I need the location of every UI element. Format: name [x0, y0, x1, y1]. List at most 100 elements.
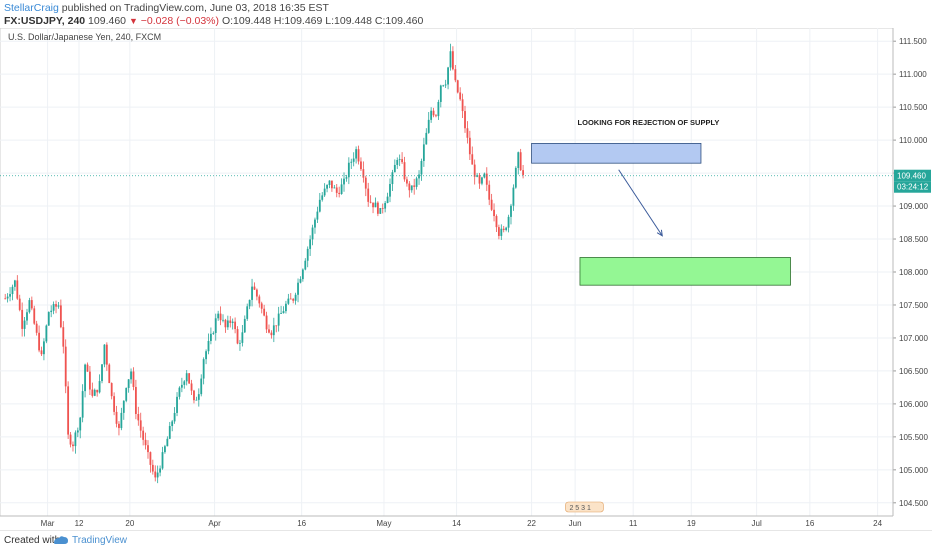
x-tick-label: 14	[452, 519, 461, 528]
y-tick-label: 111.000	[899, 70, 927, 79]
candle-body	[483, 173, 486, 178]
candle-body	[193, 390, 195, 401]
candle-body	[197, 394, 200, 400]
author-link[interactable]: StellarCraig	[4, 2, 59, 14]
candle-body	[151, 464, 154, 472]
x-tick-label: May	[376, 519, 391, 528]
candle-body	[241, 332, 244, 343]
candle-body	[360, 161, 362, 170]
candle-body	[500, 228, 503, 236]
candle-body	[69, 434, 72, 445]
candle-body	[219, 313, 222, 321]
candle-body	[374, 202, 377, 208]
x-tick-label: Jul	[752, 519, 762, 528]
time-scale-bg	[0, 516, 932, 530]
candle-body	[265, 315, 268, 330]
y-tick-label: 105.000	[899, 466, 928, 475]
x-tick-label: 16	[297, 519, 306, 528]
candle-body	[118, 423, 120, 429]
candle-body	[347, 162, 350, 178]
candle-body	[507, 216, 510, 228]
x-tick-label: 20	[125, 519, 134, 528]
candle-body	[355, 149, 358, 159]
candle-body	[110, 383, 113, 397]
candle-body	[473, 164, 476, 177]
candle-body	[454, 69, 457, 81]
candle-body	[16, 280, 19, 299]
down-arrow-icon: ▼	[128, 16, 138, 26]
candle-body	[447, 67, 449, 85]
candle-body	[222, 319, 224, 321]
candle-body	[248, 299, 251, 307]
candle-body	[270, 332, 273, 336]
candle-body	[444, 84, 447, 86]
candle-body	[86, 364, 89, 372]
candle-body	[21, 309, 24, 329]
candle-body	[101, 364, 103, 382]
candle-body	[62, 327, 65, 347]
candle-body	[401, 159, 403, 163]
y-tick-label: 108.500	[899, 235, 928, 244]
candle-body	[352, 158, 355, 162]
candle-body	[202, 359, 205, 379]
candle-body	[493, 209, 495, 217]
chart-title: U.S. Dollar/Japanese Yen, 240, FXCM	[8, 32, 161, 42]
candle-body	[430, 110, 433, 120]
candle-body	[272, 325, 275, 336]
candle-body	[391, 172, 394, 185]
candle-body	[23, 320, 26, 329]
tradingview-logo-icon[interactable]	[52, 534, 70, 546]
price-label-bg	[894, 169, 931, 182]
candle-body	[154, 471, 157, 478]
candle-body	[381, 208, 384, 209]
candle-body	[26, 312, 28, 321]
supply-zone	[531, 143, 702, 164]
candle-body	[13, 280, 16, 287]
candle-body	[481, 177, 483, 184]
price-scale-bg	[893, 28, 932, 516]
last-price: 109.460	[88, 15, 127, 27]
created-with-text: Created with	[4, 535, 61, 546]
candle-body	[236, 329, 239, 344]
candle-body	[275, 325, 278, 327]
candle-body	[246, 306, 249, 319]
candle-body	[4, 298, 7, 300]
candle-body	[18, 298, 21, 310]
candle-body	[292, 298, 295, 301]
candle-body	[425, 132, 428, 145]
y-tick-label: 106.000	[899, 400, 928, 409]
candle-body	[309, 239, 312, 249]
candle-body	[96, 389, 99, 393]
candle-body	[306, 248, 309, 261]
candle-body	[9, 294, 11, 297]
candle-body	[413, 185, 416, 187]
price-chart[interactable]: 111.500111.000110.500110.000109.500109.0…	[0, 28, 932, 530]
candle-body	[156, 472, 159, 478]
candle-body	[149, 452, 152, 465]
candle-body	[45, 325, 48, 342]
x-tick-label: 22	[527, 519, 536, 528]
candle-body	[130, 371, 132, 380]
candle-body	[166, 438, 169, 447]
candle-body	[505, 227, 508, 230]
candle-body	[79, 417, 82, 431]
candle-body	[321, 195, 324, 200]
price-label: 109.460	[897, 172, 926, 181]
countdown-label: 03:24:12	[897, 183, 929, 192]
candle-body	[43, 341, 45, 355]
candle-body	[260, 303, 263, 309]
candle-body	[173, 412, 176, 422]
candle-body	[142, 430, 145, 440]
candle-body	[178, 387, 181, 397]
candle-body	[115, 411, 118, 424]
candle-body	[176, 396, 178, 413]
candle-body	[91, 389, 94, 396]
tradingview-brand[interactable]: TradingView	[72, 535, 128, 546]
candle-body	[207, 340, 210, 352]
candle-body	[134, 386, 137, 414]
ohlc-values: O:109.448 H:109.469 L:109.448 C:109.460	[221, 15, 424, 27]
candle-body	[120, 412, 123, 429]
candle-body	[333, 187, 336, 189]
publish-info: published on TradingView.com, June 03, 2…	[61, 2, 329, 14]
candle-body	[350, 161, 353, 163]
